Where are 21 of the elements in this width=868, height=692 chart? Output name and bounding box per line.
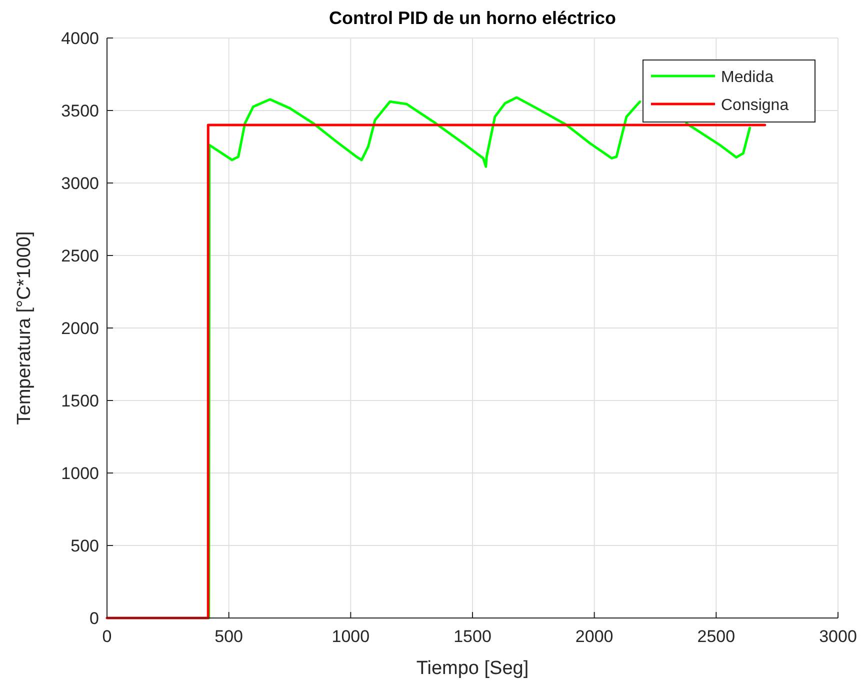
y-axis-title: Temperatura [°C*1000] [14,231,35,425]
x-tick-label: 3000 [819,627,857,646]
y-tick-label: 1500 [61,392,99,410]
y-tick-label: 500 [70,536,99,556]
x-tick-label: 1500 [454,627,492,646]
x-tick-label: 1000 [332,627,370,646]
y-tick-label: 0 [90,609,99,628]
x-tick-label: 2500 [697,627,736,646]
y-tick-label: 2000 [61,319,99,338]
legend-label: Medida [721,69,774,86]
y-tick-label: 1000 [61,464,99,483]
x-axis-title: Tiempo [Seg] [416,658,529,679]
y-tick-label: 3000 [61,174,99,193]
y-tick-label: 3500 [61,102,99,120]
y-tick-label: 4000 [61,29,99,48]
x-tick-label: 500 [214,627,244,646]
x-tick-label: 2000 [575,627,614,646]
x-tick-label: 0 [102,627,112,646]
chart-title: Control PID de un horno eléctrico [328,8,616,28]
legend-label: Consigna [721,97,789,114]
y-tick-label: 2500 [61,246,99,266]
